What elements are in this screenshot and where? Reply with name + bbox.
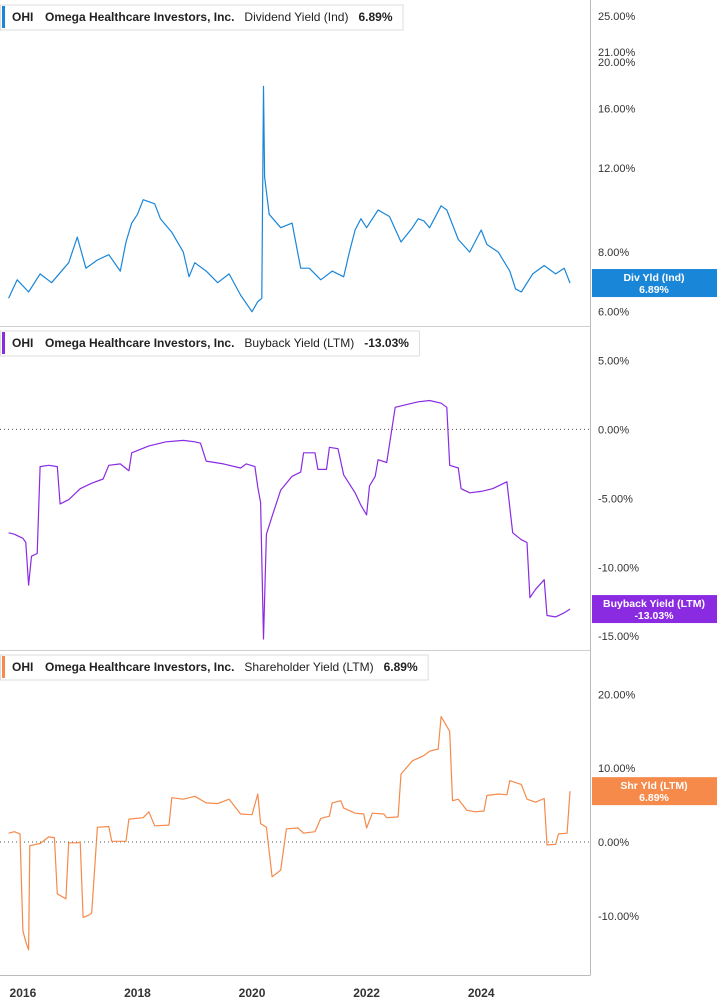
series-line — [8, 715, 571, 951]
value-badge-value: 6.89% — [639, 792, 669, 804]
y-tick-label: 25.00% — [598, 11, 636, 23]
y-tick-label: -10.00% — [598, 562, 639, 574]
panel-1: 6.00% 8.00% 12.00% 16.00% 20.00%21.00% 25.00%… — [0, 4, 717, 319]
panel-2: 5.00% 0.00% -5.00% -10.00% -15.00% OHI Omega H… — [0, 326, 717, 643]
y-tick-label: 20.00% — [598, 57, 636, 69]
legend-company: Omega Healthcare Investors, Inc. — [45, 660, 234, 674]
x-tick-label: 2018 — [124, 986, 151, 1000]
y-tick-label: 8.00% — [598, 247, 629, 259]
legend-metric: Buyback Yield (LTM) — [244, 336, 354, 350]
legend-box — [0, 4, 404, 31]
value-badge: Shr Yld (LTM)6.89% — [592, 777, 717, 806]
y-tick-label: 12.00% — [598, 163, 636, 175]
legend-metric: Dividend Yield (Ind) — [244, 10, 348, 24]
legend-color-bar — [2, 6, 5, 28]
legend-ticker: OHI — [12, 336, 33, 350]
legend-company: Omega Healthcare Investors, Inc. — [45, 10, 234, 24]
panel-3: 20.00% 10.00% 0.00% -10.00% OHI Omega Healthc… — [0, 650, 717, 951]
legend-value: -13.03% — [364, 336, 409, 350]
legend-color-bar — [2, 332, 5, 354]
y-tick-label: -5.00% — [598, 493, 633, 505]
legend: OHI Omega Healthcare Investors, Inc. Buyba… — [0, 330, 420, 357]
y-tick-label: 6.00% — [598, 307, 629, 319]
legend-value: 6.89% — [384, 660, 418, 674]
value-badge-label: Div Yld (Ind) — [623, 272, 684, 284]
y-tick-label: 21.00% — [598, 47, 636, 59]
value-badge-bg — [592, 595, 717, 624]
y-tick-label: -10.00% — [598, 911, 639, 923]
legend-metric: Shareholder Yield (LTM) — [244, 660, 373, 674]
value-badge-bg — [592, 269, 717, 298]
value-badge: Div Yld (Ind)6.89% — [592, 269, 717, 298]
value-badge: Buyback Yield (LTM)-13.03% — [592, 595, 717, 624]
series-line — [8, 399, 571, 640]
legend-company: Omega Healthcare Investors, Inc. — [45, 336, 234, 350]
legend-box — [0, 654, 429, 681]
legend-color-bar — [2, 656, 5, 678]
legend: OHI Omega Healthcare Investors, Inc. Divid… — [0, 4, 404, 31]
x-tick-label: 2024 — [468, 986, 495, 1000]
y-tick-label: 0.00% — [598, 837, 629, 849]
x-tick-label: 2016 — [10, 986, 37, 1000]
y-tick-label: 0.00% — [598, 424, 629, 436]
legend-ticker: OHI — [12, 660, 33, 674]
y-tick-label: 5.00% — [598, 355, 629, 367]
value-badge-value: -13.03% — [634, 610, 674, 622]
y-tick-label: 16.00% — [598, 103, 636, 115]
value-badge-bg — [592, 777, 717, 806]
y-tick-label: -15.00% — [598, 631, 639, 643]
value-badge-label: Shr Yld (LTM) — [620, 780, 687, 792]
legend-value: 6.89% — [358, 10, 392, 24]
value-badge-value: 6.89% — [639, 284, 669, 296]
value-badge-label: Buyback Yield (LTM) — [603, 598, 705, 610]
series-line — [8, 85, 571, 313]
x-tick-label: 2022 — [353, 986, 380, 1000]
y-tick-label: 20.00% — [598, 689, 636, 701]
x-tick-label: 2020 — [239, 986, 266, 1000]
legend: OHI Omega Healthcare Investors, Inc. Share… — [0, 654, 429, 681]
legend-box — [0, 330, 420, 357]
legend-ticker: OHI — [12, 10, 33, 24]
y-tick-label: 10.00% — [598, 763, 636, 775]
